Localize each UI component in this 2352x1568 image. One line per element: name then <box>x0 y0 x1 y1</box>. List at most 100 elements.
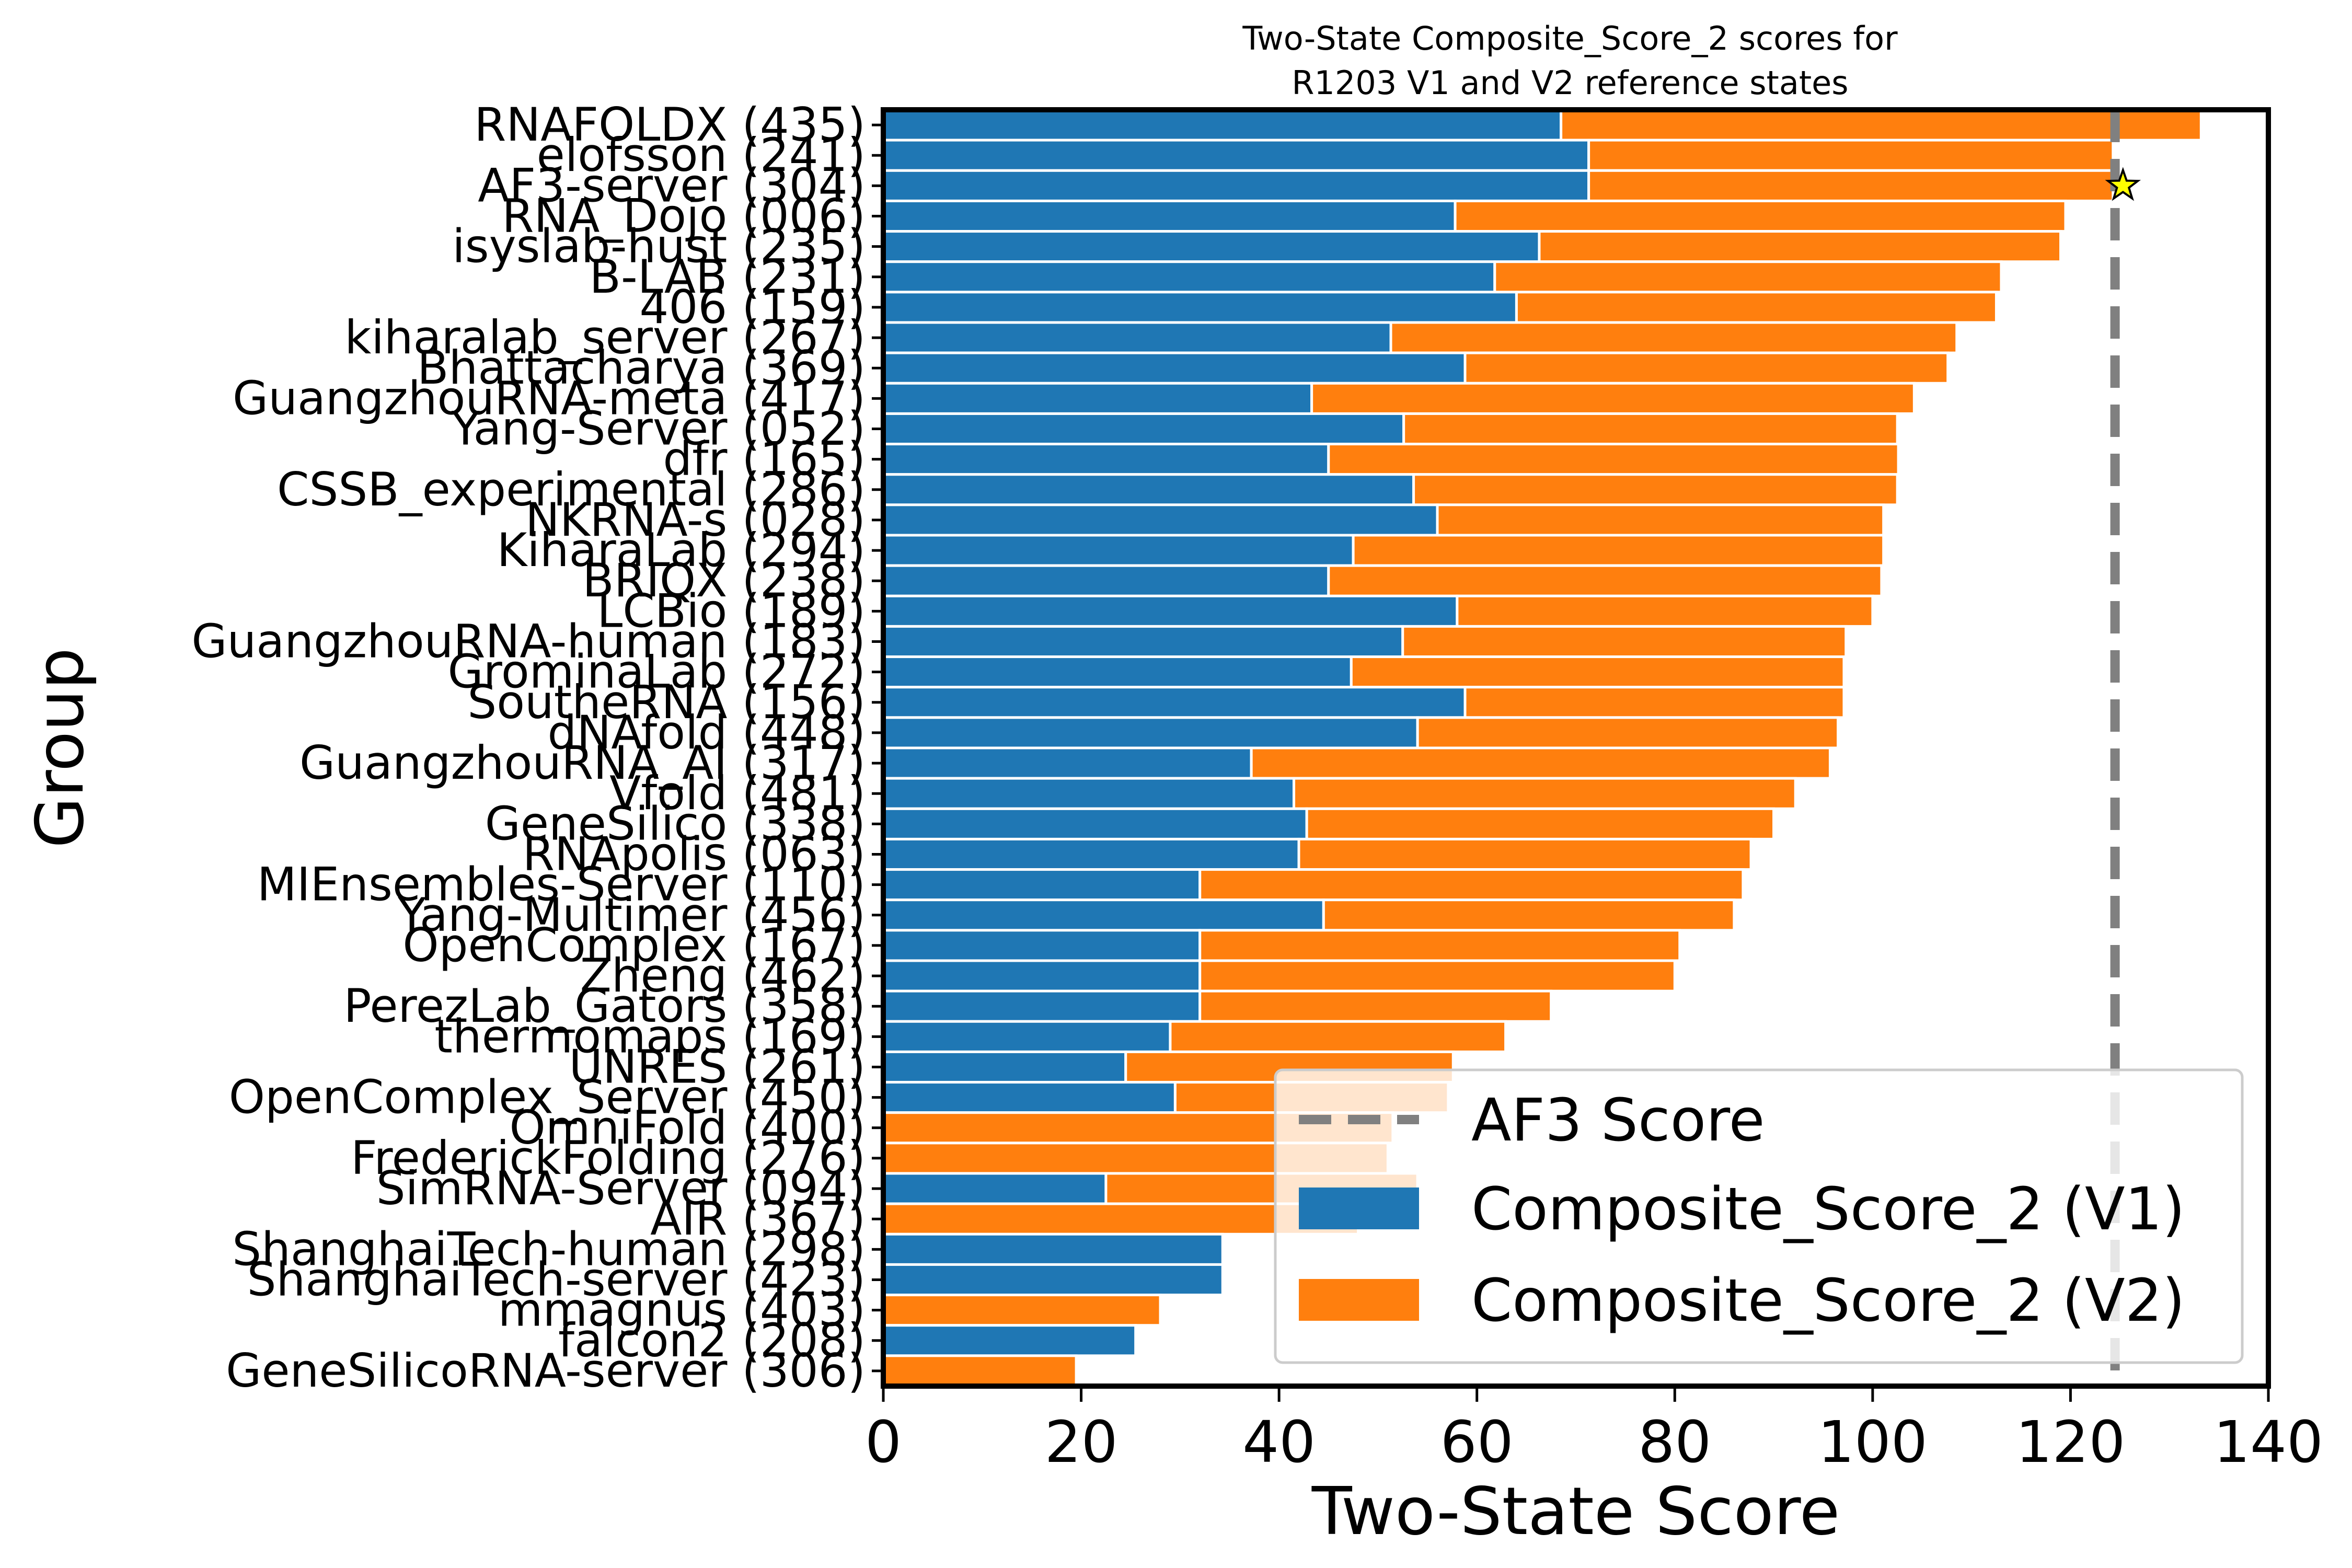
bar-v1 <box>882 169 1590 202</box>
bar-v1 <box>882 959 1202 993</box>
bar-v1 <box>882 564 1330 597</box>
bar-v2 <box>1401 625 1848 659</box>
bar-v2 <box>1463 686 1846 719</box>
y-tick-label: GuangzhouRNA-human (183) <box>191 615 866 668</box>
bar-v2 <box>1436 503 1885 537</box>
bar-v1 <box>882 291 1518 324</box>
y-axis-label: Group <box>21 648 98 848</box>
bar-v1 <box>882 807 1308 840</box>
legend-v1-swatch <box>1299 1187 1419 1229</box>
bar-v1 <box>882 260 1496 294</box>
x-tick-label: 0 <box>865 1409 902 1475</box>
bar-v2 <box>1402 412 1899 446</box>
bar-v2 <box>1587 139 2115 172</box>
af3-star-marker <box>2105 167 2141 201</box>
bar-v2 <box>1293 777 1797 810</box>
chart-title-line-2: R1203 V1 and V2 reference states <box>1292 64 1848 102</box>
bar-v1 <box>882 1263 1224 1297</box>
bar-v1 <box>882 929 1202 962</box>
bar-v2 <box>1560 108 2203 142</box>
bar-v1 <box>882 503 1439 537</box>
y-tick-label: GrominaLab (272) <box>447 645 866 699</box>
y-tick-label: SoutheRNA (156) <box>467 675 866 729</box>
bar-v2 <box>1198 959 1676 993</box>
bar-v1 <box>882 199 1457 233</box>
bar-v1 <box>882 655 1353 689</box>
y-tick-label: mmagnus (403) <box>498 1283 866 1337</box>
y-tick-label: GeneSilicoRNA-server (306) <box>226 1344 866 1398</box>
x-tick-label: 100 <box>1818 1409 1928 1475</box>
y-tick-label: dfr (165) <box>663 432 866 486</box>
y-tick-label: SimRNA-Server (094) <box>376 1161 866 1215</box>
y-tick-label: AIR (367) <box>650 1192 866 1246</box>
legend-v2-label: Composite_Score_2 (V2) <box>1471 1267 2185 1335</box>
bar-v2 <box>882 1294 1162 1327</box>
bar-v1 <box>882 898 1325 932</box>
y-tick-label: GuangzhouRNA_AI (317) <box>299 736 866 790</box>
bar-v1 <box>882 473 1415 506</box>
y-tick-label: FrederickFolding (276) <box>351 1131 866 1185</box>
y-tick-label: Zheng (462) <box>580 949 866 1002</box>
x-tick-label: 60 <box>1440 1409 1514 1475</box>
y-tick-label: PerezLab_Gators (358) <box>343 979 866 1033</box>
bar-v2 <box>1352 534 1885 567</box>
y-tick-label: KiharaLab (294) <box>497 523 866 577</box>
x-tick-label: 120 <box>2015 1409 2125 1475</box>
bar-v2 <box>1412 473 1899 506</box>
y-tick-label: OmniFold (400) <box>510 1101 866 1155</box>
y-tick-label: LCBio (189) <box>597 584 866 638</box>
y-tick-label: thermomaps (169) <box>434 1009 866 1063</box>
y-tick-label: RNApolis (063) <box>523 827 866 881</box>
y-tick-label: CSSB_experimental (286) <box>277 463 866 516</box>
bar-v1 <box>882 989 1202 1023</box>
bar-v2 <box>1250 746 1831 780</box>
y-tick-label: AF3-server (304) <box>478 158 866 212</box>
y-tick-label: isyslab-hust (235) <box>452 220 866 273</box>
bar-v2 <box>1169 1020 1507 1053</box>
legend-frame <box>1274 1068 2244 1364</box>
bar-v1 <box>882 1050 1127 1084</box>
bar-v2 <box>1198 989 1553 1023</box>
legend: AF3 Score Composite_Score_2 (V1) Composi… <box>1274 1068 2244 1364</box>
y-tick-labels: RNAFOLDX (435)elofsson (241)AF3-server (… <box>191 98 883 1398</box>
y-tick-label: Yang-Server (052) <box>451 402 866 456</box>
bar-v2 <box>882 1354 1078 1388</box>
bar-v1 <box>882 443 1330 476</box>
bar-v1 <box>882 686 1467 719</box>
y-tick-label: NKRNA-s (028) <box>525 493 866 547</box>
bar-v2 <box>1198 868 1745 902</box>
bar-v2 <box>1454 199 2067 233</box>
legend-v2-swatch <box>1299 1279 1419 1321</box>
bar-v1 <box>882 230 1541 263</box>
bar-v2 <box>1327 443 1900 476</box>
bar-v2 <box>1322 898 1736 932</box>
bar-v2 <box>1538 230 2062 263</box>
x-tick-label: 20 <box>1045 1409 1118 1475</box>
y-tick-label: OpenComplex_Server (450) <box>229 1070 866 1124</box>
bar-v2 <box>1327 564 1883 597</box>
bar-v1 <box>882 321 1392 354</box>
x-ticks: 0 20 40 60 80 100 120 140 <box>865 1386 2323 1475</box>
bar-v1 <box>882 716 1419 750</box>
y-tick-label: Yang-Multimer (456) <box>397 888 866 942</box>
bar-v2 <box>1297 837 1753 871</box>
bar-v1 <box>882 412 1405 446</box>
bar-v2 <box>1310 382 1916 415</box>
bar-v1 <box>882 625 1404 659</box>
bar-v1 <box>882 837 1300 871</box>
bar-v2 <box>1416 716 1840 750</box>
bar-v2 <box>1515 291 1998 324</box>
y-tick-label: ShanghaiTech-human (298) <box>232 1222 866 1276</box>
y-tick-label: GuangzhouRNA-meta (417) <box>233 371 866 425</box>
bar-v2 <box>1456 594 1874 628</box>
y-tick-label: GeneSilico (338) <box>485 797 866 850</box>
y-tick-label: B-LAB (231) <box>590 250 866 304</box>
bar-v1 <box>882 868 1202 902</box>
y-tick-label: OpenComplex (167) <box>402 918 866 972</box>
bar-v1 <box>882 534 1355 567</box>
bar-v1 <box>882 1232 1224 1266</box>
bar-v1 <box>882 1172 1108 1205</box>
bar-v1 <box>882 1020 1172 1053</box>
y-tick-label: kiharalab_server (267) <box>344 310 866 364</box>
